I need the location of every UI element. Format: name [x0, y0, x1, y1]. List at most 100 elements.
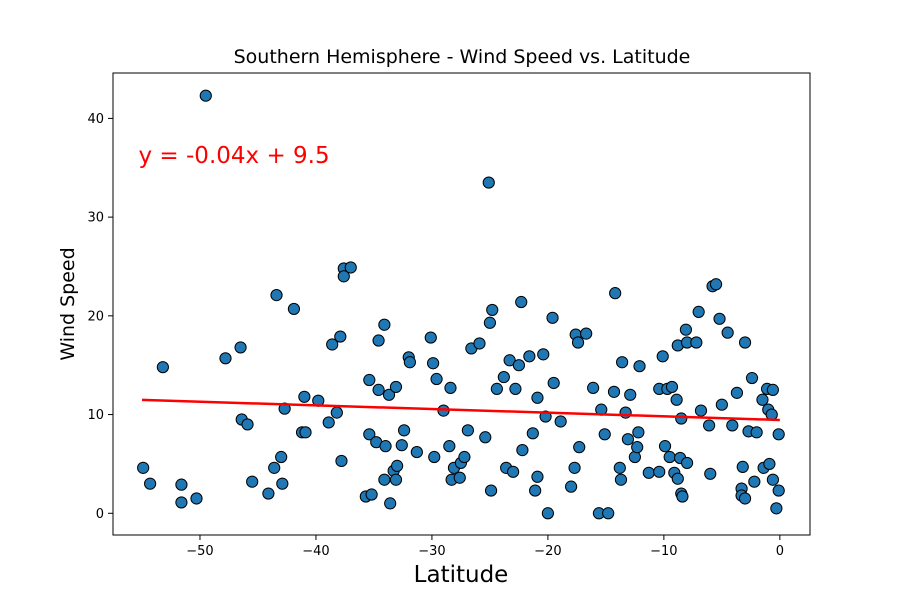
data-point — [709, 278, 723, 291]
regression-equation-annotation: y = -0.04x + 9.5 — [139, 143, 330, 169]
data-point — [473, 337, 486, 350]
data-point — [234, 341, 247, 354]
data-point — [365, 488, 378, 501]
plot-area-frame — [112, 72, 811, 536]
data-point — [372, 334, 385, 347]
data-point — [426, 357, 440, 370]
x-axis: −50 −40 −30 −20 −10 0 — [186, 535, 784, 559]
data-point — [430, 372, 443, 386]
data-point — [175, 496, 188, 509]
data-point — [199, 89, 212, 102]
x-tick-label: −10 — [650, 544, 677, 559]
data-point — [613, 461, 626, 474]
data-point — [670, 393, 683, 406]
data-point — [546, 311, 559, 324]
data-point — [137, 461, 150, 474]
data-point — [330, 406, 343, 419]
data-point — [624, 388, 637, 401]
data-point — [715, 398, 728, 411]
data-point — [275, 450, 288, 464]
data-point — [479, 431, 492, 444]
data-point — [726, 419, 739, 432]
data-point — [453, 471, 466, 484]
data-point — [676, 490, 689, 503]
data-point — [397, 424, 411, 437]
data-point — [628, 450, 641, 464]
data-point — [190, 492, 203, 505]
data-point — [730, 386, 744, 399]
data-point — [713, 312, 726, 325]
data-point — [671, 472, 684, 485]
data-point — [529, 484, 542, 497]
data-point — [614, 473, 628, 486]
data-point — [428, 450, 441, 464]
data-point — [287, 302, 301, 316]
data-point — [344, 261, 357, 274]
x-tick-label: −40 — [302, 544, 329, 559]
data-point — [680, 456, 694, 470]
data-point — [144, 477, 157, 490]
data-point — [675, 412, 688, 425]
data-point — [692, 305, 705, 318]
data-point — [526, 427, 539, 440]
data-point — [554, 415, 567, 428]
regression-line — [141, 398, 780, 422]
data-point — [372, 383, 385, 396]
data-point — [756, 393, 769, 406]
x-tick-label: −30 — [418, 544, 445, 559]
data-point — [270, 289, 283, 302]
data-point — [389, 380, 403, 394]
data-point — [607, 385, 621, 398]
data-point — [156, 361, 169, 374]
data-point — [268, 461, 281, 474]
data-point — [616, 356, 629, 369]
data-point — [745, 371, 759, 385]
data-point — [587, 381, 600, 395]
data-point — [658, 440, 672, 453]
data-point — [568, 461, 581, 474]
chart-title: Southern Hemisphere - Wind Speed vs. Lat… — [234, 46, 691, 68]
data-point — [486, 303, 499, 317]
data-point — [262, 487, 275, 500]
data-point — [523, 350, 536, 363]
data-point — [721, 326, 734, 339]
data-point — [443, 440, 456, 453]
data-point — [738, 492, 752, 505]
data-point — [602, 507, 615, 520]
data-point — [537, 348, 550, 361]
data-point — [335, 454, 348, 468]
data-points — [137, 89, 785, 520]
data-point — [772, 484, 785, 497]
data-point — [241, 418, 254, 431]
data-point — [531, 391, 544, 404]
data-point — [379, 440, 392, 453]
data-point — [573, 441, 586, 454]
y-tick-label: 0 — [96, 507, 104, 522]
data-point — [246, 475, 259, 488]
data-point — [403, 356, 416, 369]
data-point — [631, 441, 644, 454]
x-tick-label: −50 — [186, 544, 213, 559]
data-point — [490, 382, 503, 395]
data-point — [621, 433, 635, 446]
data-point — [382, 388, 396, 401]
data-point — [298, 390, 311, 403]
y-tick-label: 30 — [87, 211, 104, 226]
data-point — [444, 381, 457, 395]
data-point — [378, 318, 391, 331]
data-point — [633, 360, 646, 373]
data-point — [384, 497, 397, 510]
data-point — [598, 428, 611, 441]
data-point — [322, 416, 335, 429]
data-point — [770, 502, 783, 515]
y-tick-label: 20 — [87, 309, 104, 324]
data-point — [219, 352, 232, 365]
y-axis-label: Wind Speed — [57, 247, 79, 360]
data-point — [656, 350, 669, 363]
data-point — [547, 376, 560, 390]
data-point — [334, 330, 347, 343]
data-point — [497, 370, 510, 384]
data-point — [766, 383, 779, 396]
data-point — [704, 467, 717, 480]
